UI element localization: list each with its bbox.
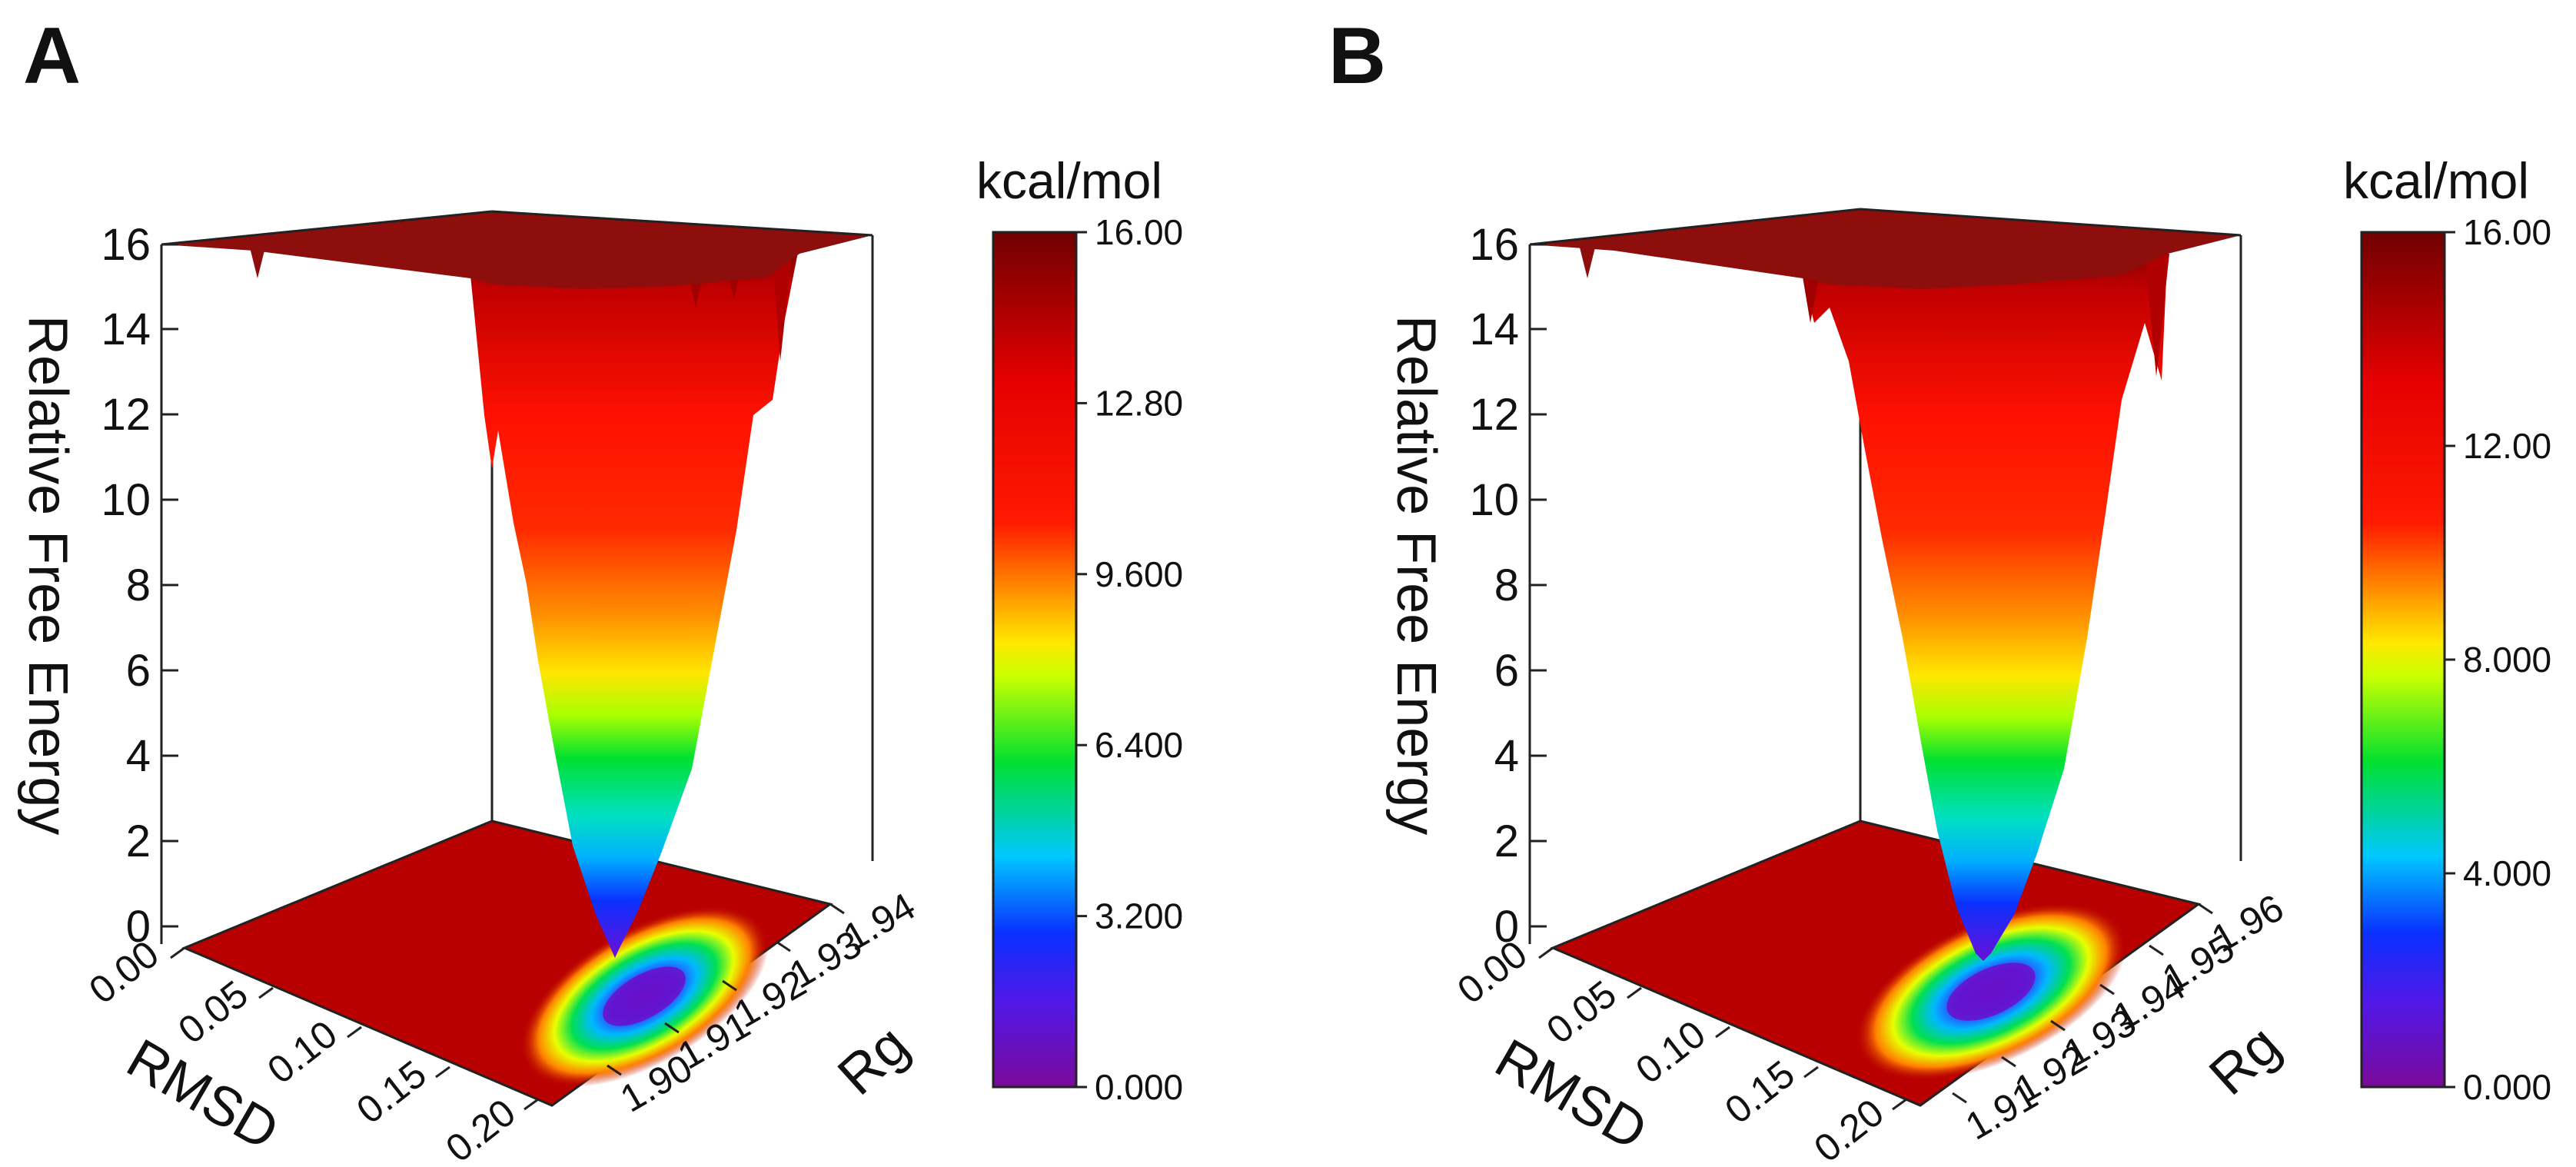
plateau-edge xyxy=(161,210,493,246)
colorbar-b: kcal/mol 0.000 4.000 8.000 12.00 16.00 xyxy=(2343,152,2551,1107)
colorbar-tick-label: 16.00 xyxy=(1095,212,1183,252)
colorbar-tick-label: 16.00 xyxy=(2463,212,2551,252)
panel-label-a: A xyxy=(23,12,81,101)
z-axis-title: Relative Free Energy xyxy=(1385,315,1447,835)
plateau-spike xyxy=(773,254,792,361)
basin-center xyxy=(603,966,686,1026)
z-tick-label: 6 xyxy=(126,646,151,696)
rmsd-tick-label: 0.05 xyxy=(171,972,256,1052)
z-tick-label: 4 xyxy=(126,731,151,781)
rmsd-tick-label: 0.15 xyxy=(1717,1052,1803,1132)
colorbar-tick-label: 6.400 xyxy=(1095,725,1183,765)
plateau-surface xyxy=(161,211,873,289)
z-tick-label: 10 xyxy=(101,475,151,525)
z-tick-label: 0 xyxy=(1494,902,1519,952)
z-tick-label: 10 xyxy=(1469,475,1519,525)
colorbar-tick-label: 3.200 xyxy=(1095,896,1183,936)
z-axis: 0 2 4 6 8 10 12 14 16 xyxy=(101,220,178,952)
rmsd-axis-title: RMSD xyxy=(117,1028,289,1162)
colorbar-tick-label: 9.600 xyxy=(1095,554,1183,594)
z-tick-label: 12 xyxy=(1469,390,1519,440)
rg-axis-title: Rg xyxy=(826,1014,920,1107)
z-tick-label: 2 xyxy=(1494,816,1519,866)
colorbar-tick-label: 4.000 xyxy=(2463,853,2551,893)
colorbar-title: kcal/mol xyxy=(976,152,1162,209)
colorbar-title: kcal/mol xyxy=(2343,152,2529,209)
colorbar-a: kcal/mol 0.000 3.200 6.400 9.600 12.80 16.00 xyxy=(976,152,1183,1107)
rmsd-tick-label: 0.15 xyxy=(349,1052,434,1132)
colorbar-tick-label: 0.000 xyxy=(1095,1067,1183,1107)
colorbar-tick-label: 12.80 xyxy=(1095,383,1183,423)
panel-label-b: B xyxy=(1328,12,1386,101)
basin-center xyxy=(1946,963,2036,1021)
z-axis-title: Relative Free Energy xyxy=(17,315,78,835)
z-tick-label: 8 xyxy=(126,560,151,610)
free-energy-funnel xyxy=(1803,244,2168,961)
z-tick-label: 12 xyxy=(101,390,151,440)
plateau-spike xyxy=(2145,254,2169,377)
rmsd-tick-label: 0.00 xyxy=(1450,933,1535,1012)
rg-axis-title: Rg xyxy=(2198,1014,2292,1107)
z-axis: 0 2 4 6 8 10 12 14 16 xyxy=(1469,220,1547,952)
free-energy-funnel xyxy=(470,244,799,958)
plateau-edge xyxy=(1860,208,2242,237)
z-tick-label: 6 xyxy=(1494,646,1519,696)
rmsd-tick-label: 0.20 xyxy=(1807,1091,1892,1167)
colorbar-ticks: 0.000 4.000 8.000 12.00 16.00 xyxy=(2445,212,2551,1107)
rmsd-axis-title: RMSD xyxy=(1485,1028,1657,1162)
colorbar-tick-label: 12.00 xyxy=(2463,426,2551,466)
rmsd-tick-label: 0.10 xyxy=(1628,1012,1713,1092)
plateau-edge xyxy=(491,210,873,237)
rmsd-tick-label: 0.10 xyxy=(260,1012,345,1092)
plateau-edge xyxy=(1529,208,1861,246)
panel-b: B 0 xyxy=(1328,12,2551,1167)
colorbar-tick-label: 8.000 xyxy=(2463,640,2551,680)
z-tick-label: 0 xyxy=(126,902,151,952)
z-tick-label: 14 xyxy=(101,304,151,354)
plateau-spike xyxy=(250,248,265,278)
rmsd-tick-label: 0.00 xyxy=(81,933,167,1012)
colorbar-tick-label: 0.000 xyxy=(2463,1067,2551,1107)
plateau-spike xyxy=(1580,248,1595,278)
panel-a: A xyxy=(17,12,1183,1167)
z-tick-label: 16 xyxy=(1469,220,1519,270)
z-tick-label: 8 xyxy=(1494,560,1519,610)
rmsd-tick-label: 0.05 xyxy=(1539,972,1624,1052)
z-tick-label: 4 xyxy=(1494,731,1519,781)
z-tick-label: 2 xyxy=(126,816,151,866)
colorbar-ramp xyxy=(2360,231,2446,1089)
plateau-surface xyxy=(1530,209,2241,289)
z-tick-label: 14 xyxy=(1469,304,1519,354)
colorbar-ramp xyxy=(992,231,1078,1089)
colorbar-ticks: 0.000 3.200 6.400 9.600 12.80 16.00 xyxy=(1076,212,1183,1107)
z-tick-label: 16 xyxy=(101,220,151,270)
rmsd-tick-label: 0.20 xyxy=(438,1091,524,1167)
